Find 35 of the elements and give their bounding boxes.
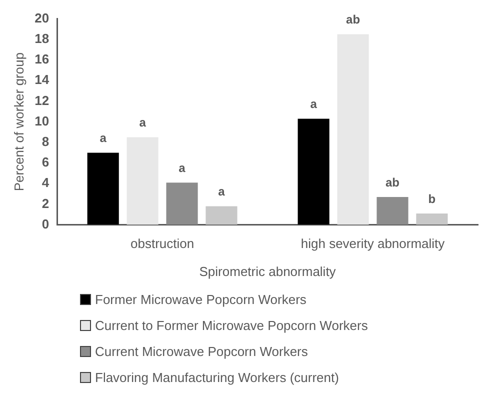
bar	[416, 213, 448, 225]
x-axis-title: Spirometric abnormality	[199, 264, 336, 279]
bar	[206, 206, 238, 225]
y-tick-label: 10	[34, 113, 50, 128]
y-tick-label: 4	[42, 175, 50, 190]
data-label: a	[310, 97, 318, 112]
bar	[376, 196, 408, 225]
data-label: a	[218, 184, 226, 199]
bar	[298, 118, 330, 225]
y-tick-label: 12	[34, 92, 50, 108]
y-tick-label: 16	[34, 52, 50, 67]
legend-label: Current to Former Microwave Popcorn Workers	[95, 318, 368, 332]
data-label: a	[139, 116, 146, 130]
y-tick-label: 0	[42, 216, 50, 232]
data-label: ab	[385, 175, 400, 190]
y-tick-label: 18	[34, 30, 50, 46]
legend-label: Current Microwave Popcorn Workers	[95, 344, 308, 358]
x-tick-label: high severity abnormality	[300, 236, 446, 252]
legend-label: Former Microwave Popcorn Workers	[95, 292, 306, 306]
y-tick-label: 2	[42, 196, 50, 211]
legend-label: Flavoring Manufacturing Workers (current)	[95, 370, 339, 384]
bar	[87, 152, 119, 225]
bar	[166, 182, 198, 225]
y-tick-label: 6	[42, 154, 50, 170]
data-label: a	[100, 131, 107, 146]
bar	[337, 34, 369, 225]
data-label: a	[178, 160, 186, 175]
y-tick-label: 8	[42, 134, 50, 149]
data-label: ab	[346, 12, 360, 27]
y-axis-title: Percent of worker group	[11, 52, 26, 192]
y-tick-label: 20	[34, 10, 50, 26]
x-tick-label: obstruction	[130, 236, 194, 252]
bar	[126, 137, 158, 225]
data-label: b	[428, 192, 436, 206]
y-tick-label: 14	[34, 72, 50, 88]
